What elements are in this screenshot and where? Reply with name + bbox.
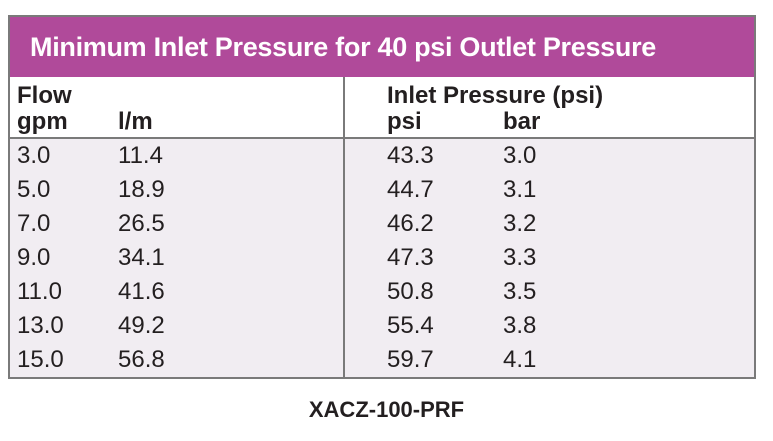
cell-psi: 46.2 [387, 210, 434, 237]
table-row: 13.0 49.2 55.4 3.8 [10, 309, 754, 343]
cell-lpm: 41.6 [118, 278, 165, 305]
header-flow: Flow [17, 82, 72, 109]
cell-gpm: 3.0 [17, 142, 51, 169]
cell-bar: 3.2 [503, 210, 537, 237]
table-row: 3.0 11.4 43.3 3.0 [10, 139, 754, 173]
cell-gpm: 15.0 [17, 346, 64, 373]
cell-lpm: 11.4 [118, 142, 163, 169]
table-row: 15.0 56.8 59.7 4.1 [10, 343, 754, 377]
cell-gpm: 5.0 [17, 176, 51, 203]
column-divider [343, 77, 345, 377]
cell-gpm: 7.0 [17, 210, 51, 237]
table-title: Minimum Inlet Pressure for 40 psi Outlet… [10, 17, 754, 77]
table-row: 5.0 18.9 44.7 3.1 [10, 173, 754, 207]
cell-lpm: 49.2 [118, 312, 165, 339]
table-body: 3.0 11.4 43.3 3.0 5.0 18.9 44.7 3.1 7.0 … [10, 139, 754, 377]
header-gpm: gpm [17, 108, 68, 135]
header-bar: bar [503, 108, 541, 135]
pressure-table: Minimum Inlet Pressure for 40 psi Outlet… [8, 15, 756, 379]
cell-psi: 47.3 [387, 244, 434, 271]
cell-psi: 55.4 [387, 312, 434, 339]
cell-bar: 3.8 [503, 312, 537, 339]
cell-psi: 50.8 [387, 278, 434, 305]
table-row: 9.0 34.1 47.3 3.3 [10, 241, 754, 275]
cell-bar: 3.5 [503, 278, 537, 305]
model-code: XACZ-100-PRF [308, 397, 465, 422]
header-lpm: l/m [118, 108, 153, 135]
cell-bar: 3.3 [503, 244, 537, 271]
cell-gpm: 9.0 [17, 244, 51, 271]
cell-gpm: 13.0 [17, 312, 64, 339]
table-header: Flow gpm l/m Inlet Pressure (psi) psi ba… [10, 77, 754, 139]
cell-lpm: 56.8 [118, 346, 165, 373]
table-row: 11.0 41.6 50.8 3.5 [10, 275, 754, 309]
cell-lpm: 18.9 [118, 176, 165, 203]
cell-psi: 43.3 [387, 142, 434, 169]
header-psi: psi [387, 108, 422, 135]
cell-bar: 3.0 [503, 142, 537, 169]
cell-lpm: 26.5 [118, 210, 165, 237]
cell-psi: 44.7 [387, 176, 434, 203]
cell-gpm: 11.0 [17, 278, 62, 305]
cell-bar: 4.1 [503, 346, 537, 373]
cell-psi: 59.7 [387, 346, 434, 373]
cell-lpm: 34.1 [118, 244, 165, 271]
table-row: 7.0 26.5 46.2 3.2 [10, 207, 754, 241]
cell-bar: 3.1 [503, 176, 537, 203]
header-inlet-pressure: Inlet Pressure (psi) [387, 82, 604, 109]
